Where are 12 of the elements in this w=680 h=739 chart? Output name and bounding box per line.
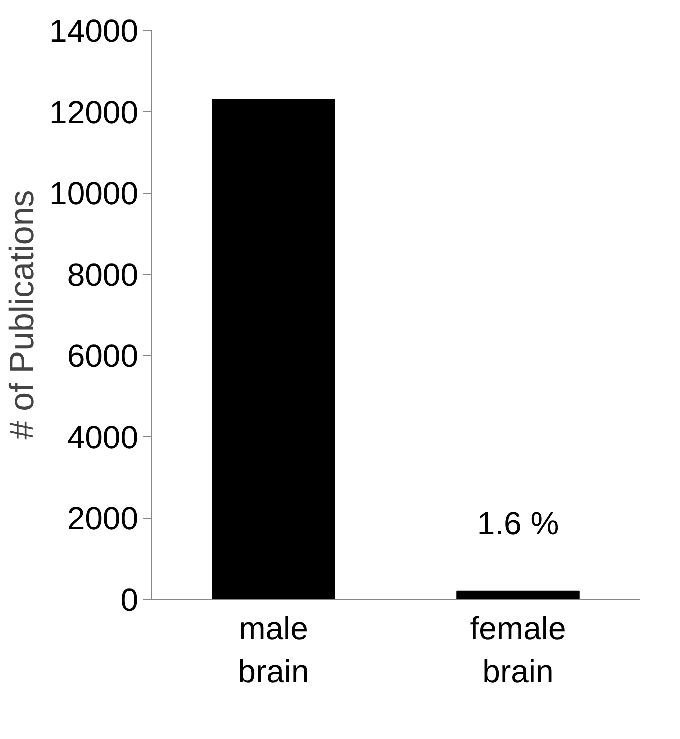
x-tick-label: male brain <box>238 610 310 690</box>
x-tick-label: female brain <box>470 610 566 690</box>
y-tick-label: 2000 <box>67 500 138 537</box>
y-tick-label: 12000 <box>50 94 138 130</box>
y-tick-label: 0 <box>120 582 138 618</box>
y-tick-label: 8000 <box>67 256 138 293</box>
y-tick-label: 14000 <box>50 13 138 49</box>
y-tick-label: 10000 <box>50 176 138 212</box>
y-tick-label: 6000 <box>67 338 138 374</box>
y-tick-label: 4000 <box>67 419 138 456</box>
annotation: 1.6 % <box>477 505 560 542</box>
y-axis-title: # of Publications <box>4 190 42 440</box>
